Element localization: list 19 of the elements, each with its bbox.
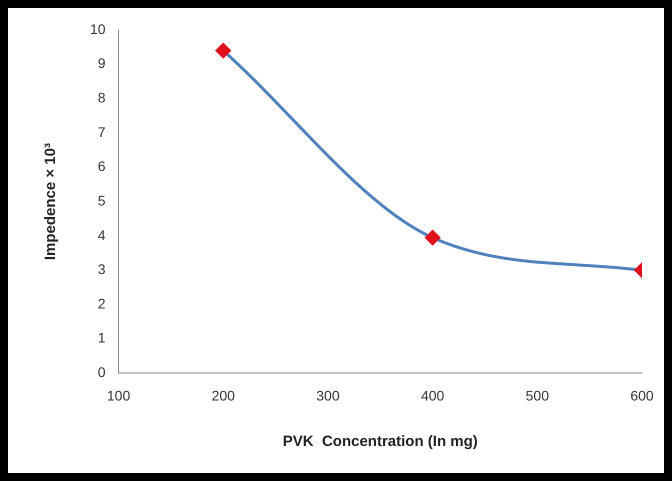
y-tick-label: 0 [98,364,106,380]
x-tick-label: 300 [316,387,340,404]
y-tick-label: 1 [98,330,106,346]
y-tick-label: 8 [98,90,106,106]
x-tick-label: 100 [106,387,130,404]
x-tick-label: 500 [526,387,550,404]
y-tick-label: 3 [98,261,106,278]
y-tick-label: 2 [98,295,106,312]
y-tick-label: 6 [98,158,106,174]
x-tick-label: 400 [420,387,445,404]
x-axis-title: PVK Concentration (In mg) [282,433,478,450]
y-tick-label: 5 [98,192,106,208]
y-tick-label: 4 [98,226,106,243]
x-tick-label: 600 [630,387,654,404]
y-tick-label: 10 [90,20,106,37]
x-tick-label: 200 [212,387,236,404]
y-axis-title: Impedence × 10³ [42,143,60,260]
y-tick-label: 7 [98,124,106,140]
y-tick-label: 9 [98,55,106,72]
